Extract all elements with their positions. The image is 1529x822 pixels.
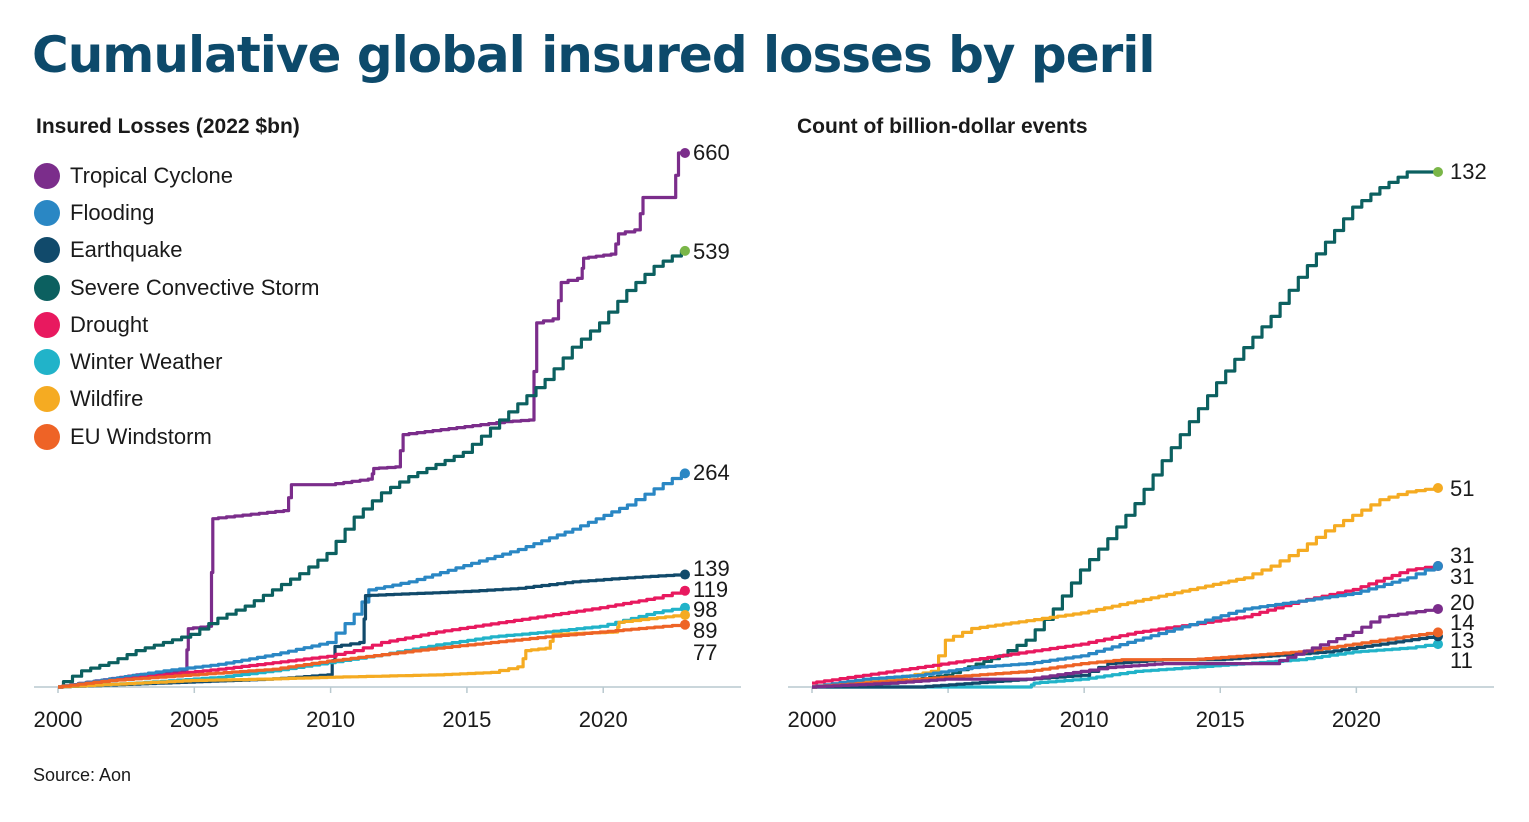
legend-item-severe-convective-storm: Severe Convective Storm xyxy=(34,269,319,306)
endpoint-dot-severe-convective-storm xyxy=(680,245,690,256)
series-line-severe-convective-storm xyxy=(58,249,685,689)
endpoint-dot-wildfire xyxy=(1433,483,1443,494)
end-label-wildfire: 51 xyxy=(1450,476,1474,501)
drought-swatch xyxy=(34,311,60,338)
x-tick-label: 2020 xyxy=(579,707,628,732)
legend-label: Flooding xyxy=(70,199,155,225)
end-label-severe-convective-storm: 132 xyxy=(1450,159,1487,184)
end-label-drought: 31 xyxy=(1450,543,1474,568)
legend-item-flooding: Flooding xyxy=(34,194,319,231)
end-label-winter-weather: 98 xyxy=(693,597,717,622)
legend-label: EU Windstorm xyxy=(70,423,212,449)
flooding-swatch xyxy=(34,199,60,226)
endpoint-dot-eu-windstorm xyxy=(1433,627,1443,638)
x-tick-label: 2010 xyxy=(1060,707,1109,732)
x-tick-label: 2020 xyxy=(1332,707,1381,732)
end-label-flooding: 31 xyxy=(1450,564,1474,589)
end-label-severe-convective-storm: 539 xyxy=(693,239,730,264)
legend-item-earthquake: Earthquake xyxy=(34,232,319,269)
end-label-flooding: 264 xyxy=(693,460,730,485)
end-label-tropical-cyclone: 660 xyxy=(693,140,730,165)
endpoint-dot-tropical-cyclone xyxy=(1433,603,1443,614)
severe-convective-storm-swatch xyxy=(34,274,60,301)
endpoint-dot-flooding xyxy=(1433,561,1443,572)
legend-label: Severe Convective Storm xyxy=(70,274,320,300)
series-line-flooding xyxy=(812,564,1438,689)
end-label-tropical-cyclone: 11 xyxy=(1450,648,1473,673)
end-label-winter-weather: 20 xyxy=(1450,590,1474,615)
legend: Tropical Cyclone Flooding Earthquake Sev… xyxy=(34,157,319,455)
series-line-tropical-cyclone xyxy=(58,151,686,689)
x-tick-label: 2005 xyxy=(924,707,973,732)
endpoint-dot-eu-windstorm xyxy=(680,619,690,630)
source-note: Source: Aon xyxy=(33,765,132,785)
legend-label: Wild­fire xyxy=(70,386,144,412)
series-line-tropical-cyclone xyxy=(812,607,1438,689)
tropical-cyclone-swatch xyxy=(34,162,60,189)
left-panel-subtitle: Insured Losses (2022 $bn) xyxy=(36,115,300,138)
endpoint-dot-wildfire xyxy=(680,609,690,620)
legend-label: Tropical Cyclone xyxy=(70,162,234,188)
x-tick-label: 2010 xyxy=(306,707,355,732)
legend-label: Drought xyxy=(70,311,149,337)
end-label-drought: 119 xyxy=(693,577,728,602)
x-tick-label: 2005 xyxy=(170,707,219,732)
end-label-earthquake: 14 xyxy=(1450,610,1474,635)
series-line-winter-weather xyxy=(812,642,1438,689)
right-panel-subtitle: Count of billion-dollar events xyxy=(797,115,1088,138)
endpoint-dot-drought xyxy=(680,585,690,596)
earthquake-swatch xyxy=(34,237,60,264)
endpoint-dot-winter-weather xyxy=(1433,639,1443,650)
legend-item-drought: Drought xyxy=(34,306,319,343)
winter-weather-swatch xyxy=(34,349,60,376)
end-label-eu-windstorm: 77 xyxy=(693,640,717,665)
eu-windstorm-swatch xyxy=(34,423,60,450)
series-line-eu-windstorm xyxy=(812,630,1438,689)
legend-label: Earthquake xyxy=(70,237,183,263)
end-label-earthquake: 139 xyxy=(693,556,730,581)
endpoint-dot-winter-weather xyxy=(680,602,690,613)
x-tick-label: 2000 xyxy=(34,707,83,732)
x-tick-label: 2015 xyxy=(1196,707,1245,732)
legend-item-winter-weather: Winter Weather xyxy=(34,343,319,380)
x-tick-label: 2000 xyxy=(788,707,837,732)
legend-label: Winter Weather xyxy=(70,349,223,375)
series-line-earthquake xyxy=(812,634,1438,689)
endpoint-dot-earthquake xyxy=(680,569,690,580)
series-line-drought xyxy=(812,564,1438,685)
end-label-wildfire: 89 xyxy=(693,618,717,643)
legend-item-eu-windstorm: EU Windstorm xyxy=(34,418,319,455)
endpoint-dot-severe-convective-storm xyxy=(1433,167,1443,177)
legend-item-wildfire: Wild­fire xyxy=(34,381,319,418)
end-label-eu-windstorm: 13 xyxy=(1450,628,1474,653)
endpoint-dot-flooding xyxy=(680,468,690,479)
x-tick-label: 2015 xyxy=(442,707,491,732)
wildfire-swatch xyxy=(34,386,60,413)
series-line-eu-windstorm xyxy=(58,623,685,689)
endpoint-dot-tropical-cyclone xyxy=(680,148,690,158)
series-line-severe-convective-storm xyxy=(812,170,1438,689)
legend-item-tropical-cyclone: Tropical Cyclone xyxy=(34,157,319,194)
chart-title: Cumulative global insured losses by peri… xyxy=(32,26,1156,84)
